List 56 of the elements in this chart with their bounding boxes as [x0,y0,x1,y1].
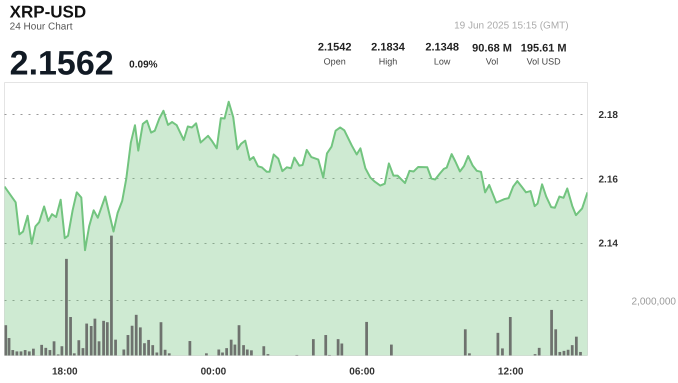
bar [16,351,18,356]
bar [574,336,578,356]
text: 2.1348 [425,42,460,54]
bar [188,341,192,356]
text: High [378,56,398,66]
text: Open [324,56,346,66]
bar [562,350,566,356]
bar [250,350,253,356]
text: Vol USD [526,56,562,66]
bar [365,322,368,356]
bar [24,350,27,356]
bar [160,322,162,356]
bar [508,317,512,356]
y-tick-label: 2.18 [598,110,618,122]
x-tick-label: 12:00 [498,366,524,378]
bar [85,324,88,356]
y-tick-label: 2.16 [598,174,618,186]
bar [464,329,467,356]
x-tick-label: 00:00 [200,366,227,378]
bar [40,344,44,356]
bar [312,339,315,356]
bar [550,310,553,356]
bar [340,343,344,356]
y2-tick-label: 2,000,000 [632,296,676,308]
text: 195.61 M [520,42,567,54]
chart-subtitle: 24 Hour Chart [10,22,73,32]
bar [77,340,80,356]
bar [110,236,113,356]
bar [94,318,96,356]
chart-title: XRP-USD [10,2,86,22]
bar [32,348,35,356]
text: 0.09% [129,60,158,70]
bar [246,349,249,356]
text: Low [434,56,451,66]
bar [20,351,22,356]
text: 2.1542 [318,42,352,54]
bar [221,352,224,356]
bar [230,340,233,356]
bar [336,339,340,356]
bar [147,340,150,356]
bar [225,348,228,356]
y-tick-label: 2.14 [598,238,618,250]
x-tick-label: 18:00 [52,366,78,378]
bar [52,341,56,356]
bar [262,346,266,356]
bar [390,344,393,356]
text: 2.1834 [371,42,406,54]
annotation: 2.1562 [10,44,114,82]
text: 19 Jun 2025 15:15 (GMT) [454,20,569,32]
bar [324,335,328,356]
x-tick-label: 06:00 [349,366,376,378]
text: 90.68 M [472,42,512,54]
bar [217,349,220,356]
bar [4,325,8,356]
text: Vol [486,56,498,66]
bar [134,314,138,356]
